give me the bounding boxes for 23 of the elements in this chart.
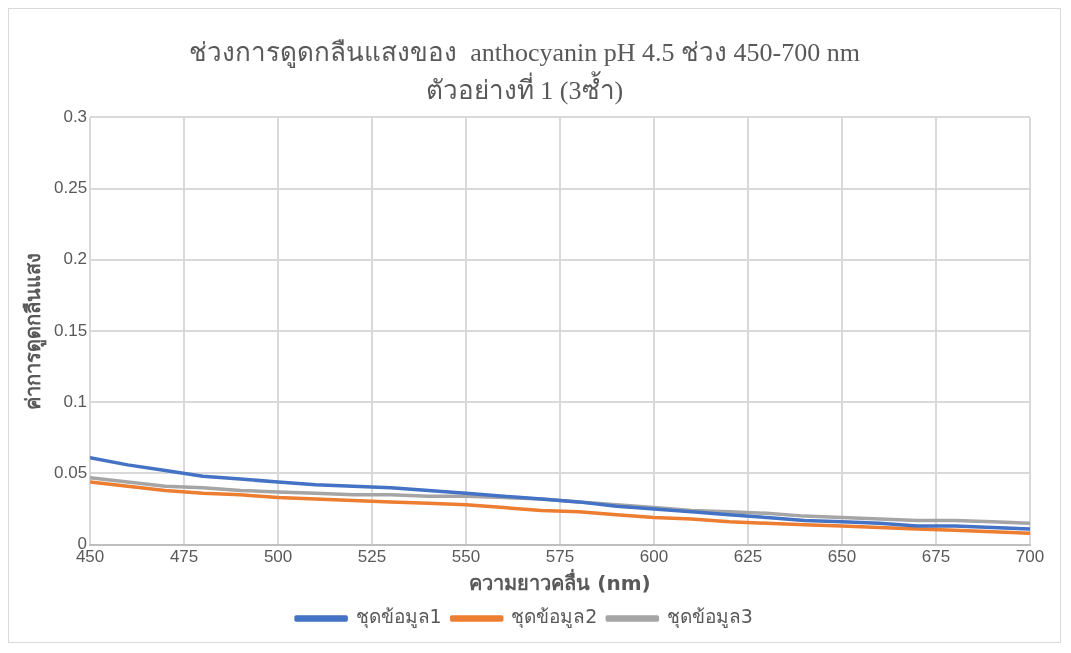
x-tick-label: 625	[733, 547, 763, 567]
legend-label: ชุดข้อมูล3	[666, 605, 753, 630]
x-tick-label: 675	[921, 547, 951, 567]
x-tick-label: 550	[451, 547, 481, 567]
x-tick-label: 500	[263, 547, 293, 567]
y-tick-label: 0.15	[53, 320, 88, 340]
y-tick-label: 0.3	[63, 107, 88, 127]
y-tick-label: 0.2	[63, 249, 88, 269]
x-tick-label: 525	[357, 547, 387, 567]
y-tick-label: 0.25	[53, 178, 88, 198]
x-tick-label: 700	[1015, 547, 1045, 567]
y-tick-label: 0.1	[63, 391, 88, 411]
y-axis-title: ค่าการดูดกลืนแสง	[21, 252, 48, 410]
x-tick-label: 600	[639, 547, 669, 567]
chart-subtitle: ตัวอย่างที่ 1 (3ซ้ำ)	[425, 70, 624, 105]
x-tick-label: 650	[827, 547, 857, 567]
chart-title: ช่วงการดูดกลืนแสงของ anthocyanin pH 4.5 ช่วง 450-700 nm	[189, 38, 860, 69]
legend-label: ชุดข้อมูล2	[511, 605, 598, 630]
x-tick-label: 475	[169, 547, 199, 567]
x-tick-label: 575	[545, 547, 575, 567]
legend-label: ชุดข้อมูล1	[355, 605, 442, 630]
y-tick-label: 0.05	[53, 463, 88, 483]
x-axis-title: ความยาวคลื่น (nm)	[469, 568, 651, 596]
